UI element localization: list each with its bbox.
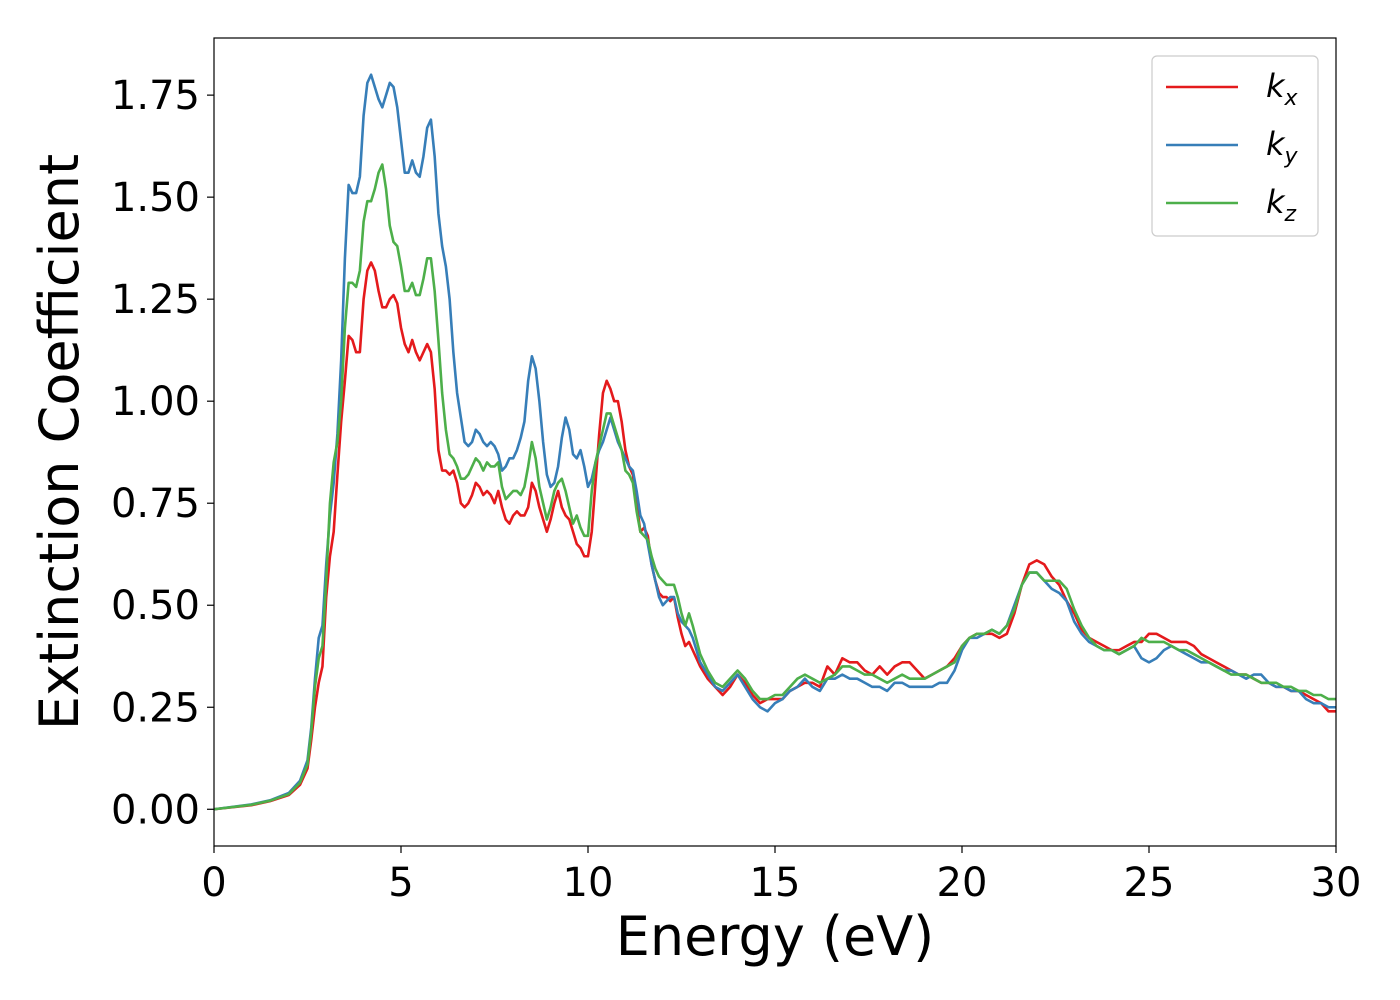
y-tick-label: 0.50	[111, 583, 200, 629]
series-line-z	[214, 163, 1336, 811]
legend: kx ky kz	[1151, 55, 1319, 237]
x-tick-label: 5	[388, 860, 413, 906]
x-tick-label: 10	[563, 860, 614, 906]
x-axis-title: Energy (eV)	[616, 905, 935, 968]
x-tick-label: 0	[201, 860, 226, 906]
legend-label-y: ky	[1266, 125, 1299, 169]
plot-area: 0 5 10 15 20 25 30 0.00 0.25 0.50 0.75 1.00 1.25 1.5…	[111, 37, 1361, 906]
x-tick-label: 30	[1311, 860, 1362, 906]
legend-label-x: kx	[1266, 67, 1299, 111]
y-axis-title: Extinction Coefficient	[28, 154, 91, 730]
x-tick-label: 25	[1124, 860, 1175, 906]
y-axis: 0.00 0.25 0.50 0.75 1.00 1.25 1.50 1.75	[111, 73, 214, 833]
y-tick-label: 1.75	[111, 73, 200, 119]
x-tick-label: 20	[937, 860, 988, 906]
y-tick-label: 1.00	[111, 379, 200, 425]
y-tick-label: 0.00	[111, 787, 200, 833]
y-tick-label: 0.25	[111, 685, 200, 731]
legend-label-z: kz	[1266, 183, 1297, 227]
x-tick-label: 15	[750, 860, 801, 906]
axes-background	[214, 38, 1336, 846]
x-axis: 0 5 10 15 20 25 30	[201, 846, 1361, 906]
series-layer	[214, 73, 1336, 811]
y-tick-label: 1.50	[111, 175, 200, 221]
y-tick-label: 0.75	[111, 481, 200, 527]
y-tick-label: 1.25	[111, 277, 200, 323]
